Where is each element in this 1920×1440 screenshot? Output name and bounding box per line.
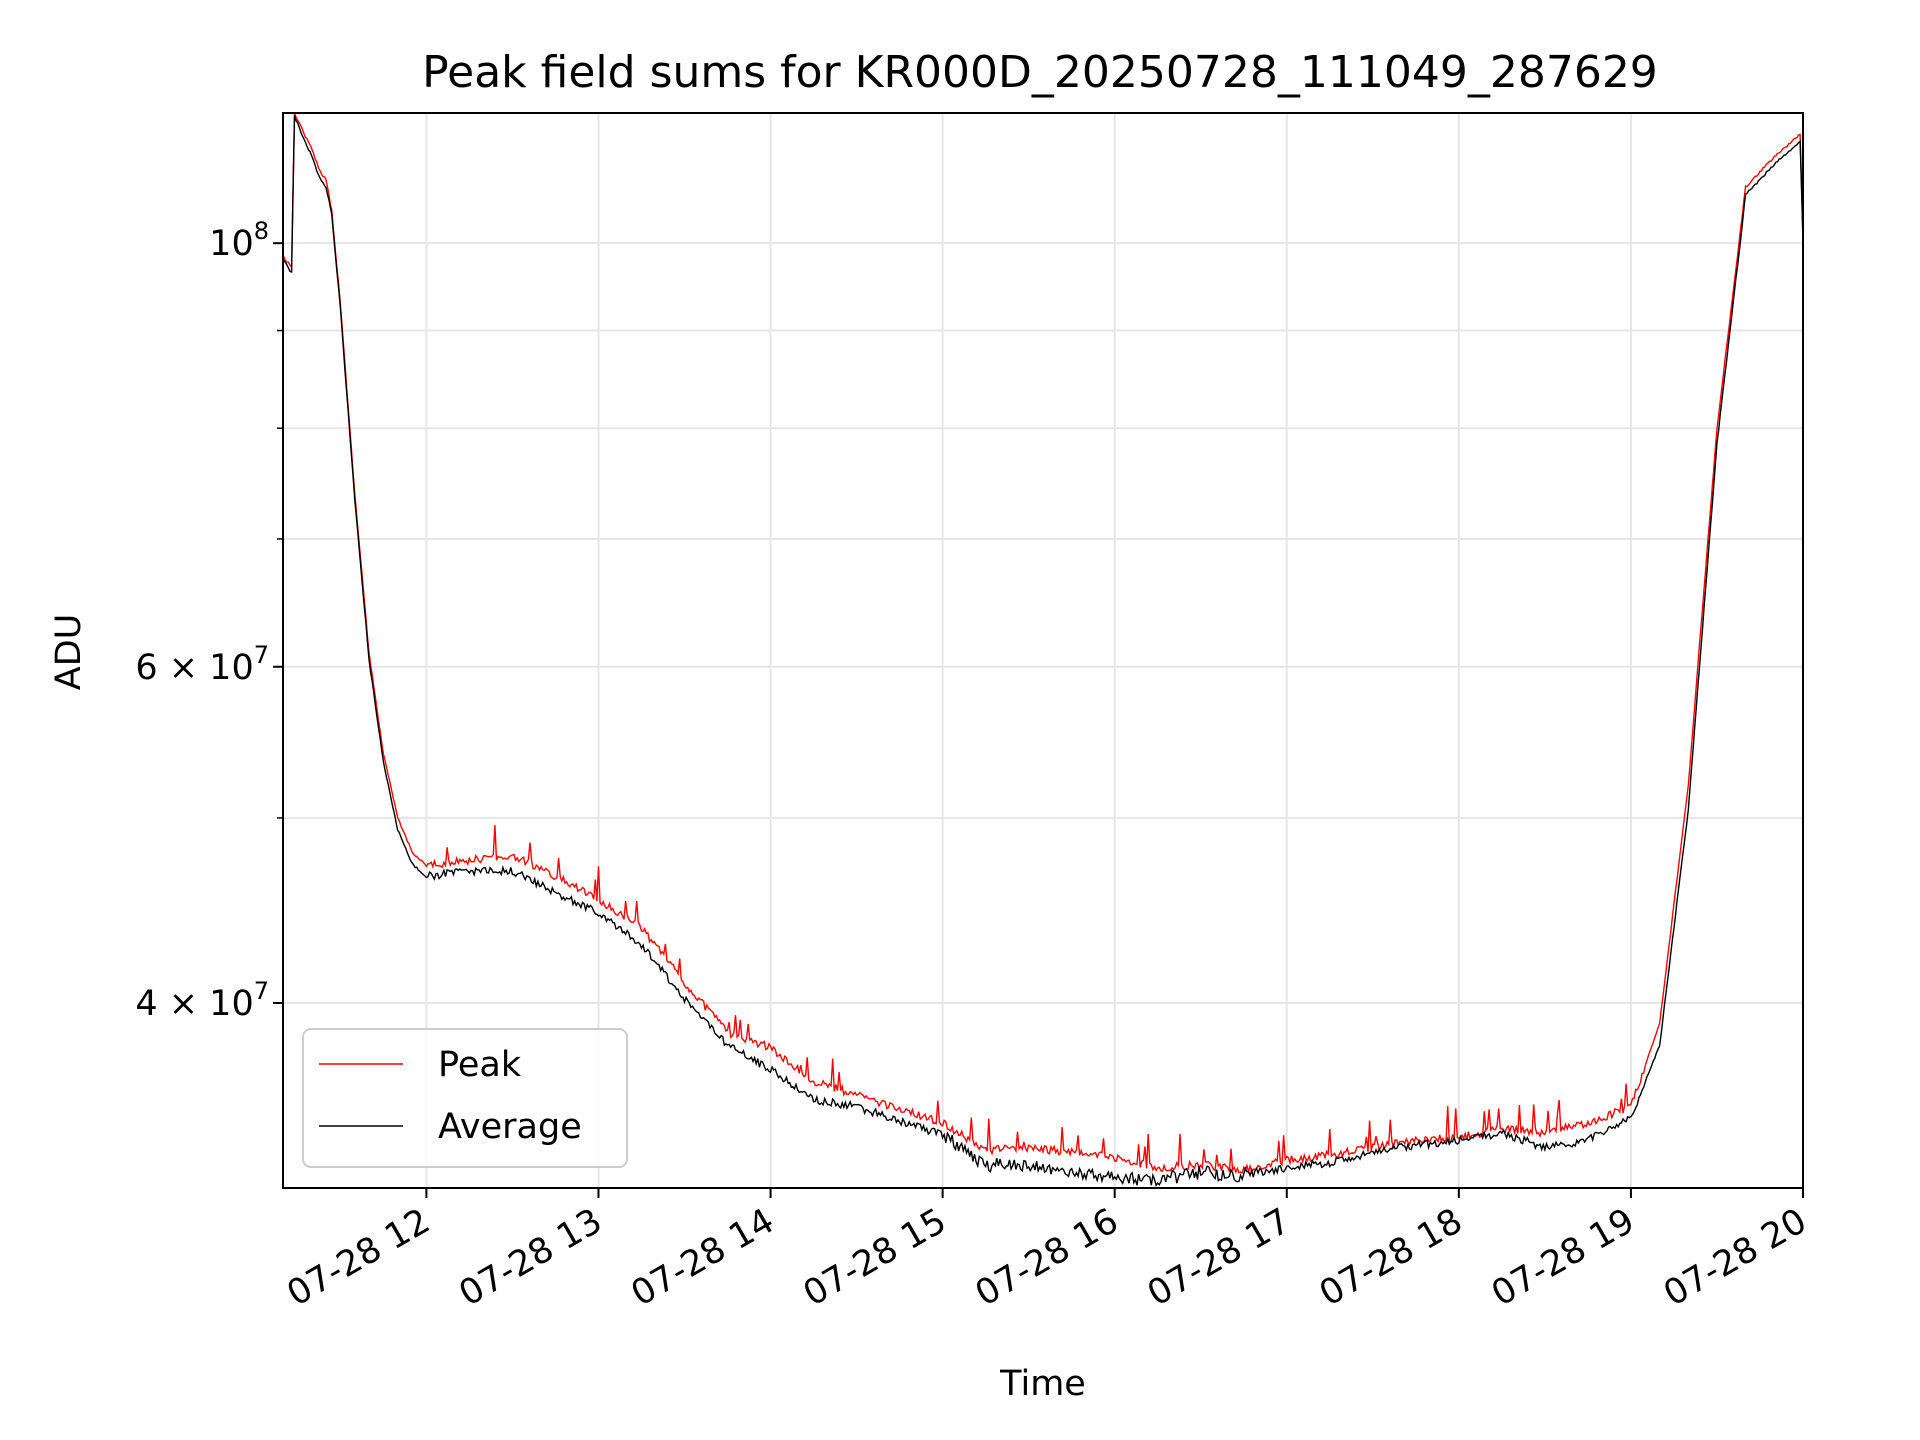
x-axis-label: Time xyxy=(999,1364,1086,1404)
legend: Peak Average xyxy=(302,1028,628,1168)
y-tick-label: 4 × 107 xyxy=(135,977,269,1024)
y-tick-label: 6 × 107 xyxy=(135,641,269,688)
plot-frame xyxy=(282,112,1804,1189)
legend-label-average: Average xyxy=(438,1107,582,1147)
y-axis-label: ADU xyxy=(49,614,89,691)
series-line-peak xyxy=(283,113,1803,1175)
legend-label-peak: Peak xyxy=(438,1045,522,1085)
chart-title: Peak field sums for KR000D_20250728_1110… xyxy=(422,47,1658,98)
y-tick-label: 108 xyxy=(209,217,269,264)
series-line-average xyxy=(283,115,1803,1187)
series-layer xyxy=(283,113,1803,1187)
